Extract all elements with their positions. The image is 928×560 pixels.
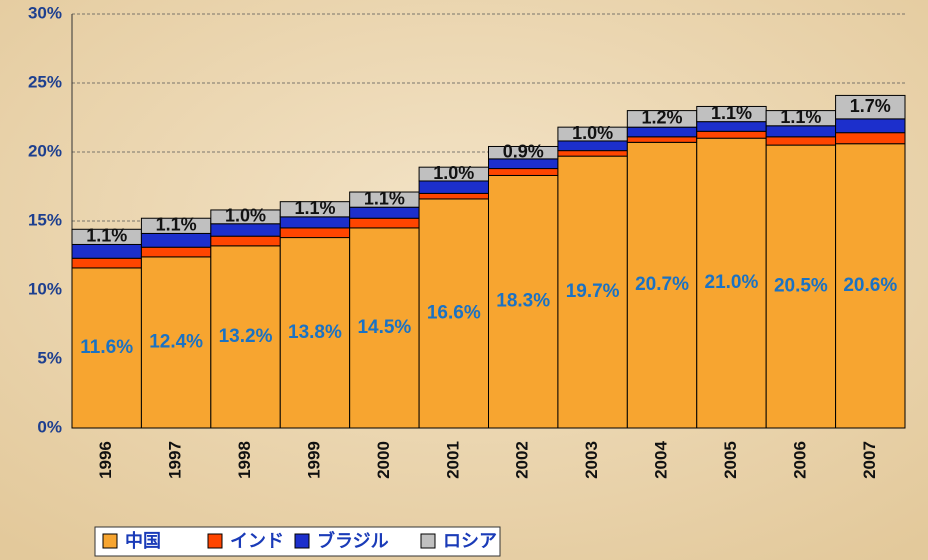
data-label: 19.7% [566, 281, 620, 302]
data-label: 20.5% [774, 276, 828, 297]
bar-segment [765, 125, 837, 138]
data-label: 18.3% [496, 291, 550, 312]
bar-segment [765, 136, 837, 146]
y-tick-label: 25% [28, 72, 62, 91]
bar-segment [835, 143, 906, 429]
x-tick-label: 2007 [860, 441, 879, 479]
y-tick-label: 0% [37, 417, 62, 436]
bar-segment [349, 227, 420, 429]
data-label: 16.6% [427, 302, 481, 323]
bar-segment [835, 94, 906, 120]
bar-segment [210, 245, 281, 429]
legend-swatch [294, 533, 310, 549]
x-tick-label: 2006 [790, 441, 809, 479]
data-label: 20.6% [843, 275, 897, 296]
data-label: 1.1% [86, 226, 127, 246]
legend-label: ブラジル [317, 530, 389, 551]
data-label: 1.0% [433, 163, 474, 183]
bar-segment [626, 136, 698, 143]
legend-swatch [102, 533, 118, 549]
data-label: 0.9% [503, 141, 544, 161]
x-tick-label: 1998 [235, 441, 254, 479]
bar-segment [626, 126, 698, 138]
x-tick-label: 1997 [166, 441, 185, 479]
bar-segment [765, 144, 837, 429]
x-tick-label: 2005 [721, 441, 740, 479]
bar-segment [696, 137, 767, 429]
y-tick-label: 5% [37, 348, 62, 367]
data-label: 1.1% [364, 188, 405, 208]
x-tick-label: 2003 [582, 441, 601, 479]
bar-segment [557, 150, 628, 157]
bar-segment [279, 216, 351, 229]
legend-label: 中国 [125, 530, 161, 551]
bar-segment [210, 235, 281, 247]
x-tick-label: 2000 [374, 441, 393, 479]
bar-segment [557, 155, 628, 429]
data-label: 14.5% [357, 317, 411, 338]
bar-segment [140, 246, 212, 258]
bar-segment [349, 206, 420, 219]
legend-label: インド [230, 531, 284, 551]
data-label: 1.0% [225, 206, 266, 226]
bar-segment [71, 267, 142, 429]
bar-segment [71, 257, 142, 269]
x-tick-label: 2001 [443, 441, 462, 479]
y-tick-label: 20% [28, 141, 62, 160]
data-label: 1.1% [780, 107, 821, 127]
legend-swatch [207, 533, 223, 549]
data-label: 1.7% [850, 96, 891, 116]
bar-segment [696, 130, 767, 139]
bar-segment [488, 174, 559, 429]
bar-segment [626, 141, 698, 429]
data-label: 13.2% [219, 326, 273, 347]
data-label: 13.8% [288, 322, 342, 343]
y-tick-label: 30% [28, 3, 62, 22]
bar-segment [488, 168, 559, 176]
data-label: 1.1% [294, 198, 335, 218]
data-label: 1.1% [711, 103, 752, 123]
data-label: 11.6% [80, 337, 133, 358]
data-label: 20.7% [635, 274, 689, 295]
data-label: 1.2% [642, 108, 683, 128]
legend-swatch [420, 533, 436, 549]
bar-segment [71, 243, 142, 259]
bar-segment [418, 192, 490, 200]
y-tick-label: 10% [28, 279, 62, 298]
bar-segment [140, 256, 212, 429]
bar-segment [696, 121, 767, 132]
bar-segment [835, 132, 906, 145]
x-tick-label: 2002 [513, 441, 532, 479]
data-label: 1.0% [572, 123, 613, 143]
y-tick-label: 15% [28, 210, 62, 229]
data-label: 21.0% [705, 272, 759, 293]
data-label: 1.1% [156, 215, 197, 235]
x-tick-label: 1999 [304, 441, 323, 479]
bar-segment [835, 118, 906, 134]
x-tick-label: 2004 [652, 441, 671, 479]
bar-segment [140, 232, 212, 248]
bar-segment [349, 217, 420, 229]
legend-label: ロシア [443, 531, 497, 551]
x-tick-label: 1996 [96, 441, 115, 479]
data-label: 12.4% [149, 331, 203, 352]
bar-segment [279, 237, 351, 429]
bar-segment [279, 227, 351, 239]
